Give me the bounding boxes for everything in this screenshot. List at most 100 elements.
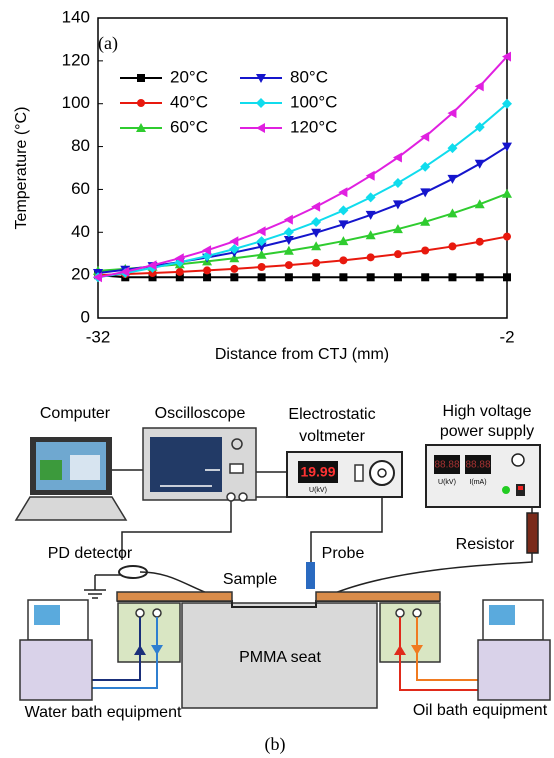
marker <box>229 244 240 254</box>
marker <box>174 253 184 264</box>
marker <box>338 220 349 230</box>
unit: I(mA) <box>469 479 486 486</box>
plot-frame <box>97 17 508 319</box>
marker <box>366 273 375 282</box>
marker <box>311 217 322 227</box>
legend-label: 60°C <box>170 117 208 136</box>
marker <box>283 214 293 225</box>
marker <box>420 161 431 172</box>
voltmeter-display <box>298 461 338 483</box>
marker <box>311 241 322 251</box>
marker <box>420 131 430 142</box>
marker <box>148 269 157 277</box>
legend-marker <box>256 98 266 108</box>
marker <box>229 236 239 247</box>
label: voltmeter <box>299 428 365 445</box>
marker <box>338 205 349 216</box>
marker <box>257 273 266 282</box>
x-tick-label: -32 <box>86 327 111 346</box>
label: Probe <box>322 545 365 562</box>
marker <box>311 201 321 212</box>
marker <box>338 187 348 198</box>
y-tick-label: 100 <box>62 93 90 112</box>
legend-label: 80°C <box>290 67 328 86</box>
chart: (a) Distance from CTJ (mm) Temperature (… <box>13 7 514 363</box>
marker <box>202 251 213 262</box>
label: Computer <box>40 405 111 422</box>
marker <box>284 261 293 270</box>
marker <box>283 236 294 245</box>
label: Oscilloscope <box>155 405 246 422</box>
label: Sample <box>223 571 277 588</box>
marker <box>474 199 485 209</box>
y-axis-label: Temperature (°C) <box>13 107 30 230</box>
y-tick-label: 80 <box>71 136 90 155</box>
series-line <box>97 102 508 279</box>
marker <box>312 258 321 267</box>
panel-label: (a) <box>98 33 118 54</box>
oil-bath <box>477 639 551 701</box>
marker <box>203 273 212 282</box>
series-line <box>97 274 507 279</box>
bath-block <box>117 602 181 663</box>
legend-label: 100°C <box>290 92 337 111</box>
marker <box>203 266 212 275</box>
marker <box>365 230 376 240</box>
marker <box>230 264 239 273</box>
probe <box>306 562 315 589</box>
display: 88.88 <box>465 460 490 471</box>
legend-marker <box>137 74 145 82</box>
bath-block <box>379 602 441 663</box>
label: High voltage <box>443 403 532 420</box>
electrode <box>116 591 233 602</box>
marker <box>421 273 430 282</box>
unit: U(kV) <box>438 479 456 486</box>
marker <box>420 188 431 198</box>
y-tick-label: 120 <box>62 50 90 69</box>
marker <box>283 227 294 238</box>
marker <box>339 256 348 265</box>
marker <box>448 273 457 282</box>
laptop-base <box>14 496 128 521</box>
marker <box>392 152 402 163</box>
marker <box>120 266 130 277</box>
legend-label: 120°C <box>290 117 337 136</box>
label: power supply <box>440 423 534 440</box>
unit: U(kV) <box>309 487 327 494</box>
marker <box>312 273 321 282</box>
marker <box>366 253 375 262</box>
marker <box>420 216 431 226</box>
electrode <box>315 591 441 602</box>
x-tick-label: -2 <box>499 327 514 346</box>
display: 19.99 <box>300 464 335 480</box>
marker <box>503 273 511 282</box>
marker <box>393 273 402 282</box>
marker <box>256 242 267 252</box>
marker <box>474 159 485 169</box>
marker <box>339 273 348 282</box>
label: Water bath equipment <box>25 704 182 721</box>
y-tick-label: 40 <box>71 222 90 241</box>
y-tick-label: 0 <box>81 307 90 326</box>
marker <box>448 242 457 251</box>
marker <box>256 236 267 247</box>
y-tick-label: 60 <box>71 179 90 198</box>
legend-label: 40°C <box>170 92 208 111</box>
marker <box>202 245 212 256</box>
pipes <box>92 617 478 691</box>
legend-marker <box>256 74 266 83</box>
marker <box>474 81 484 92</box>
marker <box>447 208 458 218</box>
marker <box>365 210 376 220</box>
marker <box>475 273 484 282</box>
label: Oil bath equipment <box>413 702 548 719</box>
label: PMMA seat <box>239 649 321 666</box>
setup-diagram: Computer Oscilloscope Electrostatic volt… <box>14 403 551 755</box>
marker <box>283 245 294 255</box>
marker <box>257 263 266 271</box>
pd-loop <box>118 565 148 579</box>
legend-marker <box>137 99 145 107</box>
series-line <box>97 235 508 277</box>
marker <box>311 228 322 238</box>
